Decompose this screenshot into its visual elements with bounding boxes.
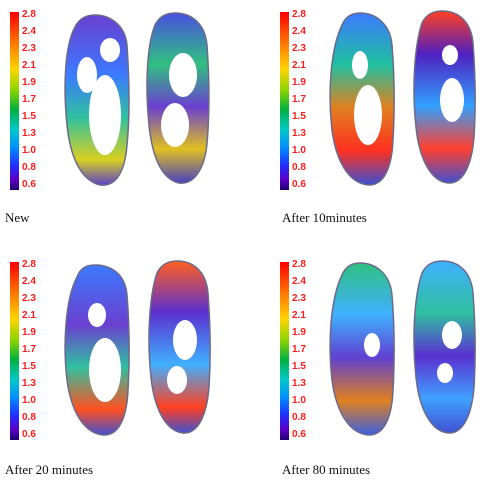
- scale-tick: 2.3: [22, 43, 36, 54]
- scale-tick: 2.4: [22, 276, 36, 287]
- scale-tick: 2.4: [292, 276, 306, 287]
- scale-tick: 2.1: [22, 310, 36, 321]
- scale-tick: 2.8: [292, 9, 306, 20]
- scale-tick: 1.7: [22, 94, 36, 105]
- scale-tick: 1.3: [292, 378, 306, 389]
- panel-after-80-minutes: 2.8 2.4 2.3 2.1 1.9 1.7 1.5 1.3 1.0 0.8 …: [270, 250, 500, 490]
- scale-tick: 2.1: [22, 60, 36, 71]
- scale-tick: 1.0: [292, 395, 306, 406]
- left-footprint: [329, 262, 395, 436]
- scale-tick: 1.0: [292, 145, 306, 156]
- panel-caption: After 20 minutes: [5, 462, 94, 477]
- scale-tick: 2.3: [22, 293, 36, 304]
- scale-tick: 2.1: [292, 310, 306, 321]
- scale-ticks: 2.8 2.4 2.3 2.1 1.9 1.7 1.5 1.3 1.0 0.8 …: [22, 260, 48, 442]
- scale-tick: 1.7: [292, 344, 306, 355]
- scale-tick: 2.4: [292, 26, 306, 37]
- scale-tick: 0.6: [22, 429, 36, 440]
- right-footprint: [146, 12, 210, 184]
- scale-tick: 2.8: [292, 259, 306, 270]
- scale-tick: 0.8: [22, 412, 36, 423]
- pressure-color-scale: [280, 12, 289, 190]
- unloaded-areas: [88, 303, 197, 402]
- scale-tick: 1.7: [22, 344, 36, 355]
- scale-tick: 2.8: [22, 259, 36, 270]
- scale-tick: 0.6: [292, 179, 306, 190]
- scale-tick: 1.3: [292, 128, 306, 139]
- pressure-map: [64, 12, 210, 186]
- scale-tick: 1.9: [292, 77, 306, 88]
- panel-new: 2.8 2.4 2.3 2.1 1.9 1.7 1.5 1.3 1.0 0.8 …: [0, 0, 250, 240]
- scale-tick: 1.0: [22, 145, 36, 156]
- scale-tick: 1.0: [22, 395, 36, 406]
- pressure-map: [329, 260, 476, 436]
- scale-tick: 2.3: [292, 43, 306, 54]
- scale-tick: 1.5: [22, 361, 36, 372]
- scale-ticks: 2.8 2.4 2.3 2.1 1.9 1.7 1.5 1.3 1.0 0.8 …: [22, 10, 48, 192]
- scale-tick: 1.5: [292, 361, 306, 372]
- panel-after-10-minutes: 2.8 2.4 2.3 2.1 1.9 1.7 1.5 1.3 1.0 0.8 …: [270, 0, 500, 240]
- scale-tick: 2.8: [22, 9, 36, 20]
- scale-tick: 0.8: [292, 412, 306, 423]
- panel-caption: After 10minutes: [282, 210, 367, 225]
- scale-tick: 2.4: [22, 26, 36, 37]
- scale-tick: 2.1: [292, 60, 306, 71]
- scale-tick: 1.5: [292, 111, 306, 122]
- scale-tick: 0.8: [22, 162, 36, 173]
- scale-tick: 1.7: [292, 94, 306, 105]
- scale-tick: 2.3: [292, 293, 306, 304]
- scale-ticks: 2.8 2.4 2.3 2.1 1.9 1.7 1.5 1.3 1.0 0.8 …: [292, 260, 318, 442]
- scale-tick: 0.8: [292, 162, 306, 173]
- pressure-color-scale: [280, 262, 289, 440]
- scale-tick: 1.5: [22, 111, 36, 122]
- panel-caption: New: [5, 210, 30, 225]
- unloaded-areas: [364, 321, 462, 383]
- panel-caption: After 80 minutes: [282, 462, 371, 477]
- scale-tick: 1.3: [22, 128, 36, 139]
- unloaded-areas: [77, 38, 197, 155]
- scale-tick: 0.6: [22, 179, 36, 190]
- pressure-map: [64, 260, 211, 436]
- scale-ticks: 2.8 2.4 2.3 2.1 1.9 1.7 1.5 1.3 1.0 0.8 …: [292, 10, 318, 192]
- scale-tick: 1.3: [22, 378, 36, 389]
- scale-tick: 1.9: [292, 327, 306, 338]
- panel-after-20-minutes: 2.8 2.4 2.3 2.1 1.9 1.7 1.5 1.3 1.0 0.8 …: [0, 250, 250, 490]
- scale-tick: 0.6: [292, 429, 306, 440]
- pressure-map: [329, 10, 476, 186]
- right-footprint: [413, 260, 476, 434]
- unloaded-areas: [352, 45, 464, 145]
- scale-tick: 1.9: [22, 327, 36, 338]
- pressure-color-scale: [10, 12, 19, 190]
- pressure-color-scale: [10, 262, 19, 440]
- scale-tick: 1.9: [22, 77, 36, 88]
